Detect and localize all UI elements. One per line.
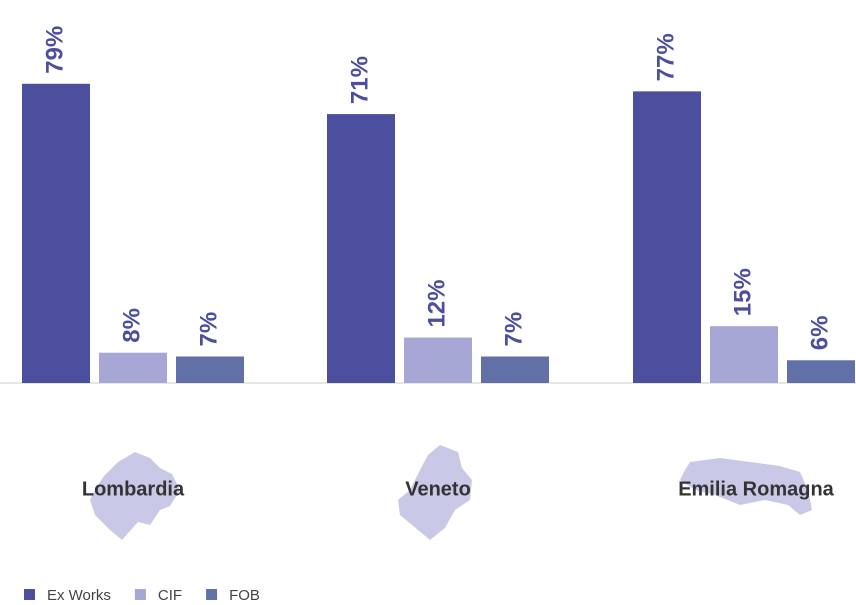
category-label: Emilia Romagna (678, 478, 834, 500)
veneto-shape (398, 445, 472, 540)
data-label: 79% (41, 26, 68, 74)
bar (710, 326, 778, 383)
emilia-shape (680, 458, 812, 515)
data-label: 7% (500, 312, 527, 347)
data-label: 8% (118, 308, 145, 343)
bar (22, 83, 90, 383)
legend-label: CIF (158, 587, 182, 604)
legend-label: FOB (229, 587, 260, 604)
data-label: 6% (806, 316, 833, 351)
data-label: 15% (729, 268, 756, 316)
legend-swatch (134, 589, 146, 600)
data-label: 7% (195, 312, 222, 347)
category-label: Veneto (405, 478, 471, 500)
data-label: 12% (423, 280, 450, 328)
legend-swatch (24, 589, 35, 600)
category-label: Lombardia (82, 478, 185, 500)
bar (404, 337, 472, 383)
bar (481, 356, 549, 383)
legend-label: Ex Works (47, 587, 111, 604)
legend-swatch (206, 589, 218, 600)
lombardia-shape (90, 452, 180, 540)
bar (176, 356, 244, 383)
data-label: 77% (652, 33, 679, 81)
bar (99, 352, 167, 383)
data-label: 71% (346, 56, 373, 104)
bar (633, 91, 701, 384)
bar (327, 114, 395, 384)
bar (787, 360, 855, 383)
region-shapes (90, 445, 812, 540)
